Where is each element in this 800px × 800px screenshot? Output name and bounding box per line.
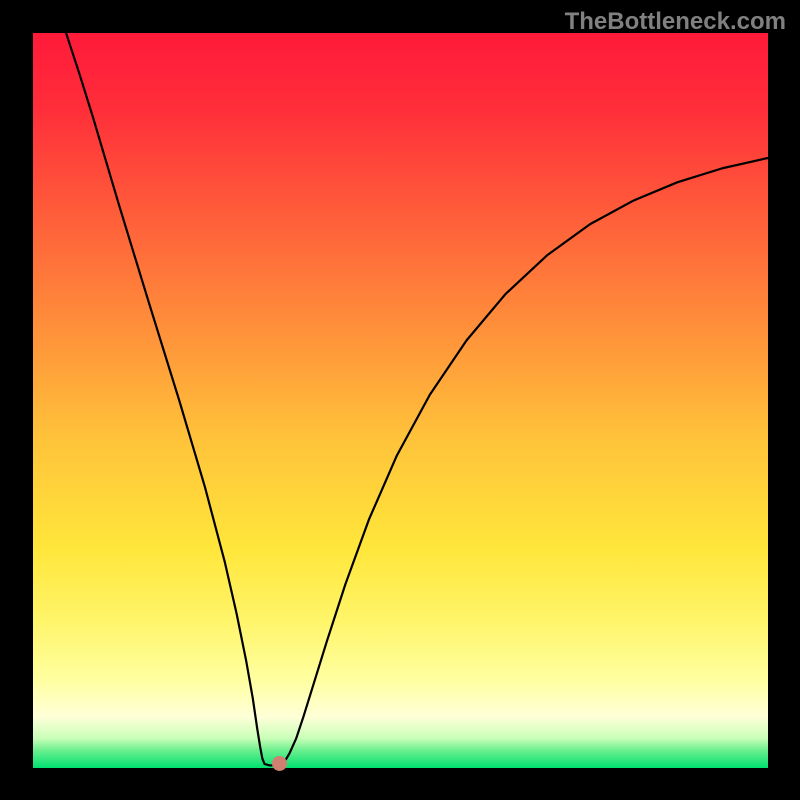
optimum-dot bbox=[272, 756, 287, 771]
plot-svg bbox=[33, 33, 768, 768]
gradient-background bbox=[33, 33, 768, 768]
chart-container: TheBottleneck.com bbox=[0, 0, 800, 800]
watermark-text: TheBottleneck.com bbox=[565, 8, 786, 36]
plot-area bbox=[33, 33, 768, 768]
